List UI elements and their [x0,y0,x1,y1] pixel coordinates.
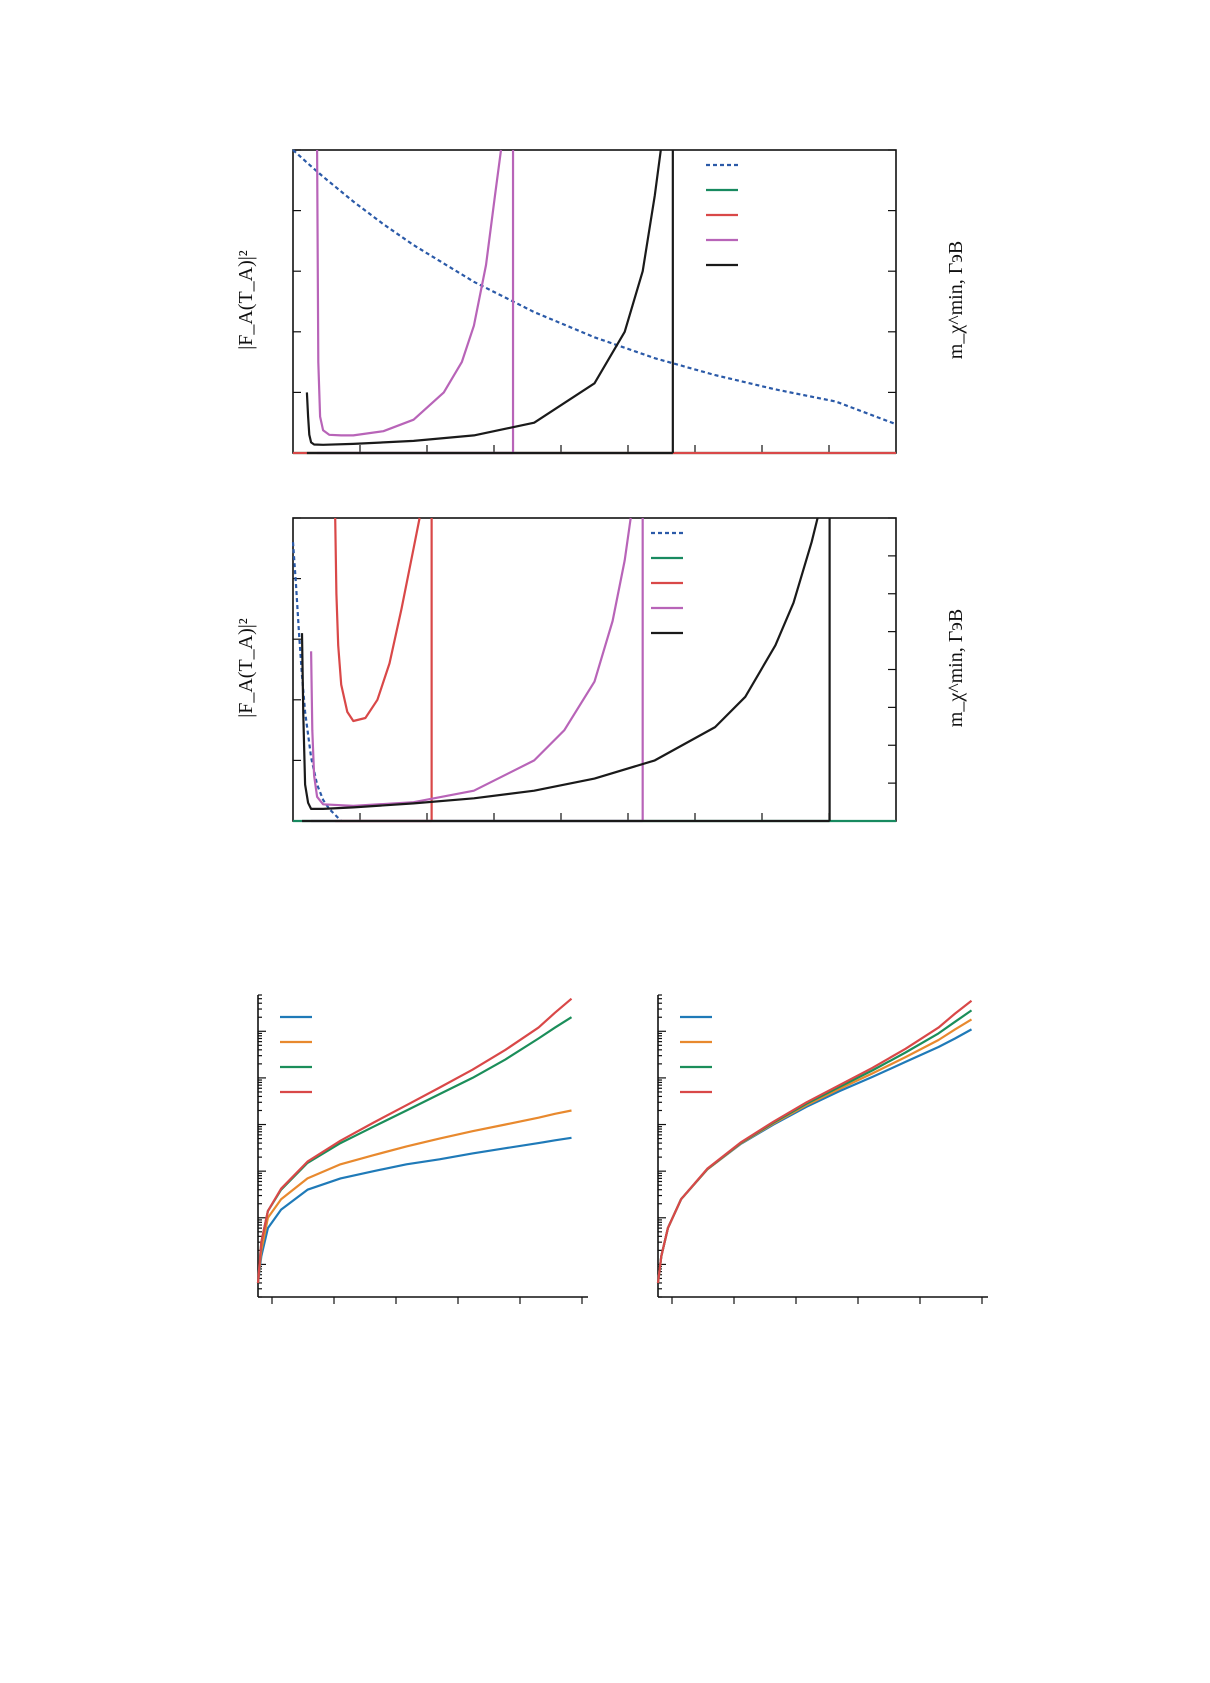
plot-frame [292,149,897,454]
series-line [656,1018,973,1284]
tick-marks [293,149,896,454]
series-line [334,517,421,723]
series-line [305,149,662,446]
chart-panel-bottom-left [256,994,588,1304]
legend [706,163,738,267]
chart-panel-bottom-right [656,994,988,1304]
y-axis-label: |F_A(T_A)|² [235,618,257,718]
chart-panel-middle: |F_A(T_A)|² m_χ^min, ГэВ [235,517,967,823]
series-group [656,999,973,1284]
series-line [256,1016,573,1284]
chart-panel-top: |F_A(T_A)|² m_χ^min, ГэВ [235,149,967,455]
series-line [256,1109,572,1284]
legend [680,1015,712,1094]
series-group [291,517,896,823]
x-axis-label: m_χ^min, ГэВ [945,241,967,359]
series-line [300,517,819,810]
legend [651,531,683,635]
series-line [656,1009,973,1284]
series-line [292,149,897,426]
legend [280,1015,312,1094]
series-line [256,1136,572,1284]
axes [257,995,588,1298]
series-line [656,999,973,1284]
y-axis-label: |F_A(T_A)|² [235,250,257,350]
series-line [291,542,342,822]
series-group [292,149,897,455]
series-line [310,517,632,807]
series-group [256,997,573,1284]
series-line [256,997,573,1284]
x-axis-label: m_χ^min, ГэВ [945,609,967,727]
series-line [316,149,503,437]
